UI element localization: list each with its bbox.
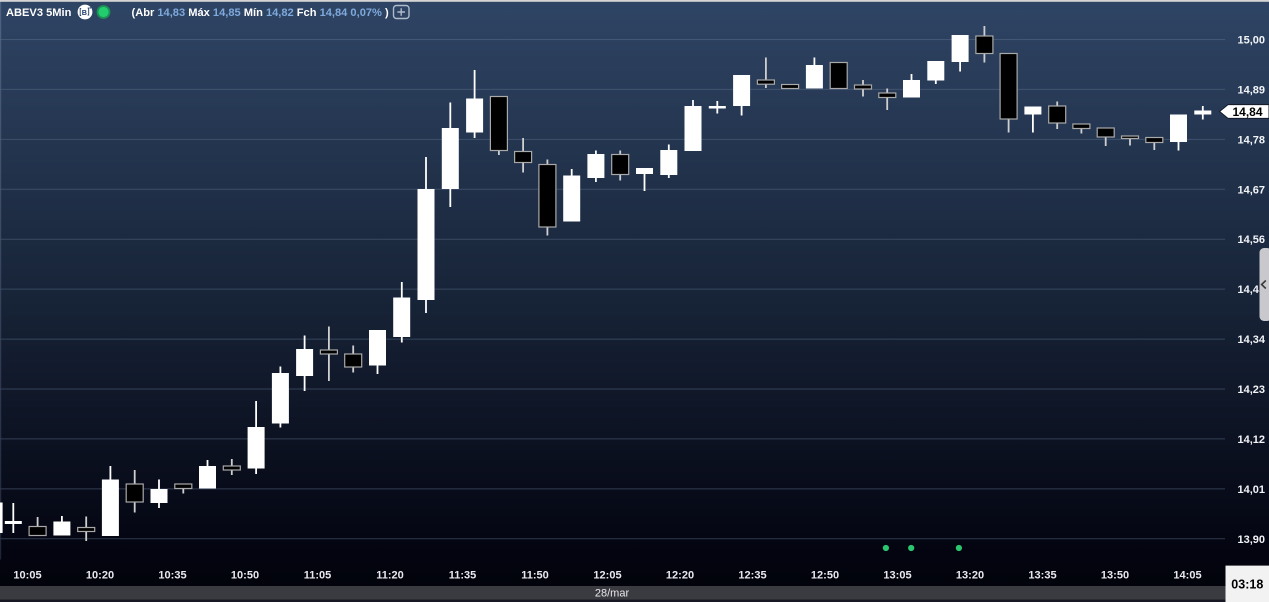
svg-text:14,12: 14,12 [1237, 434, 1265, 446]
svg-text:10:05: 10:05 [13, 570, 41, 582]
svg-text:03:18: 03:18 [1231, 578, 1263, 592]
svg-text:28/mar: 28/mar [595, 588, 630, 600]
svg-text:10:50: 10:50 [231, 570, 259, 582]
svg-text:12:35: 12:35 [738, 570, 766, 582]
svg-text:14,67: 14,67 [1237, 184, 1265, 196]
svg-text:13:50: 13:50 [1101, 570, 1129, 582]
svg-text:11:50: 11:50 [521, 570, 549, 582]
svg-text:11:20: 11:20 [376, 570, 404, 582]
svg-text:13:05: 13:05 [883, 570, 911, 582]
svg-text:10:35: 10:35 [158, 570, 186, 582]
svg-text:14,01: 14,01 [1237, 484, 1265, 496]
svg-text:13:35: 13:35 [1028, 570, 1056, 582]
svg-text:14:05: 14:05 [1173, 570, 1201, 582]
svg-text:13,90: 13,90 [1237, 534, 1265, 546]
svg-text:10:20: 10:20 [86, 570, 114, 582]
svg-text:11:05: 11:05 [304, 570, 332, 582]
svg-text:14,78: 14,78 [1237, 134, 1265, 146]
svg-text:15,00: 15,00 [1237, 35, 1265, 47]
svg-text:(Abr 14,83 Máx 14,85 Mín 14,82: (Abr 14,83 Máx 14,85 Mín 14,82 Fch 14,84… [132, 7, 389, 19]
svg-text:12:50: 12:50 [811, 570, 839, 582]
svg-text:14,45: 14,45 [1237, 284, 1265, 296]
svg-text:B: B [82, 8, 87, 17]
svg-text:14,23: 14,23 [1237, 384, 1265, 396]
svg-text:ABEV3 5Min: ABEV3 5Min [6, 7, 72, 19]
svg-text:12:05: 12:05 [593, 570, 621, 582]
svg-text:14,34: 14,34 [1237, 334, 1265, 346]
svg-text:14,89: 14,89 [1237, 84, 1265, 96]
svg-text:14,56: 14,56 [1237, 234, 1265, 246]
svg-text:12:20: 12:20 [666, 570, 694, 582]
svg-text:11:35: 11:35 [449, 570, 477, 582]
svg-text:13:20: 13:20 [956, 570, 984, 582]
svg-text:14,84: 14,84 [1232, 105, 1262, 119]
